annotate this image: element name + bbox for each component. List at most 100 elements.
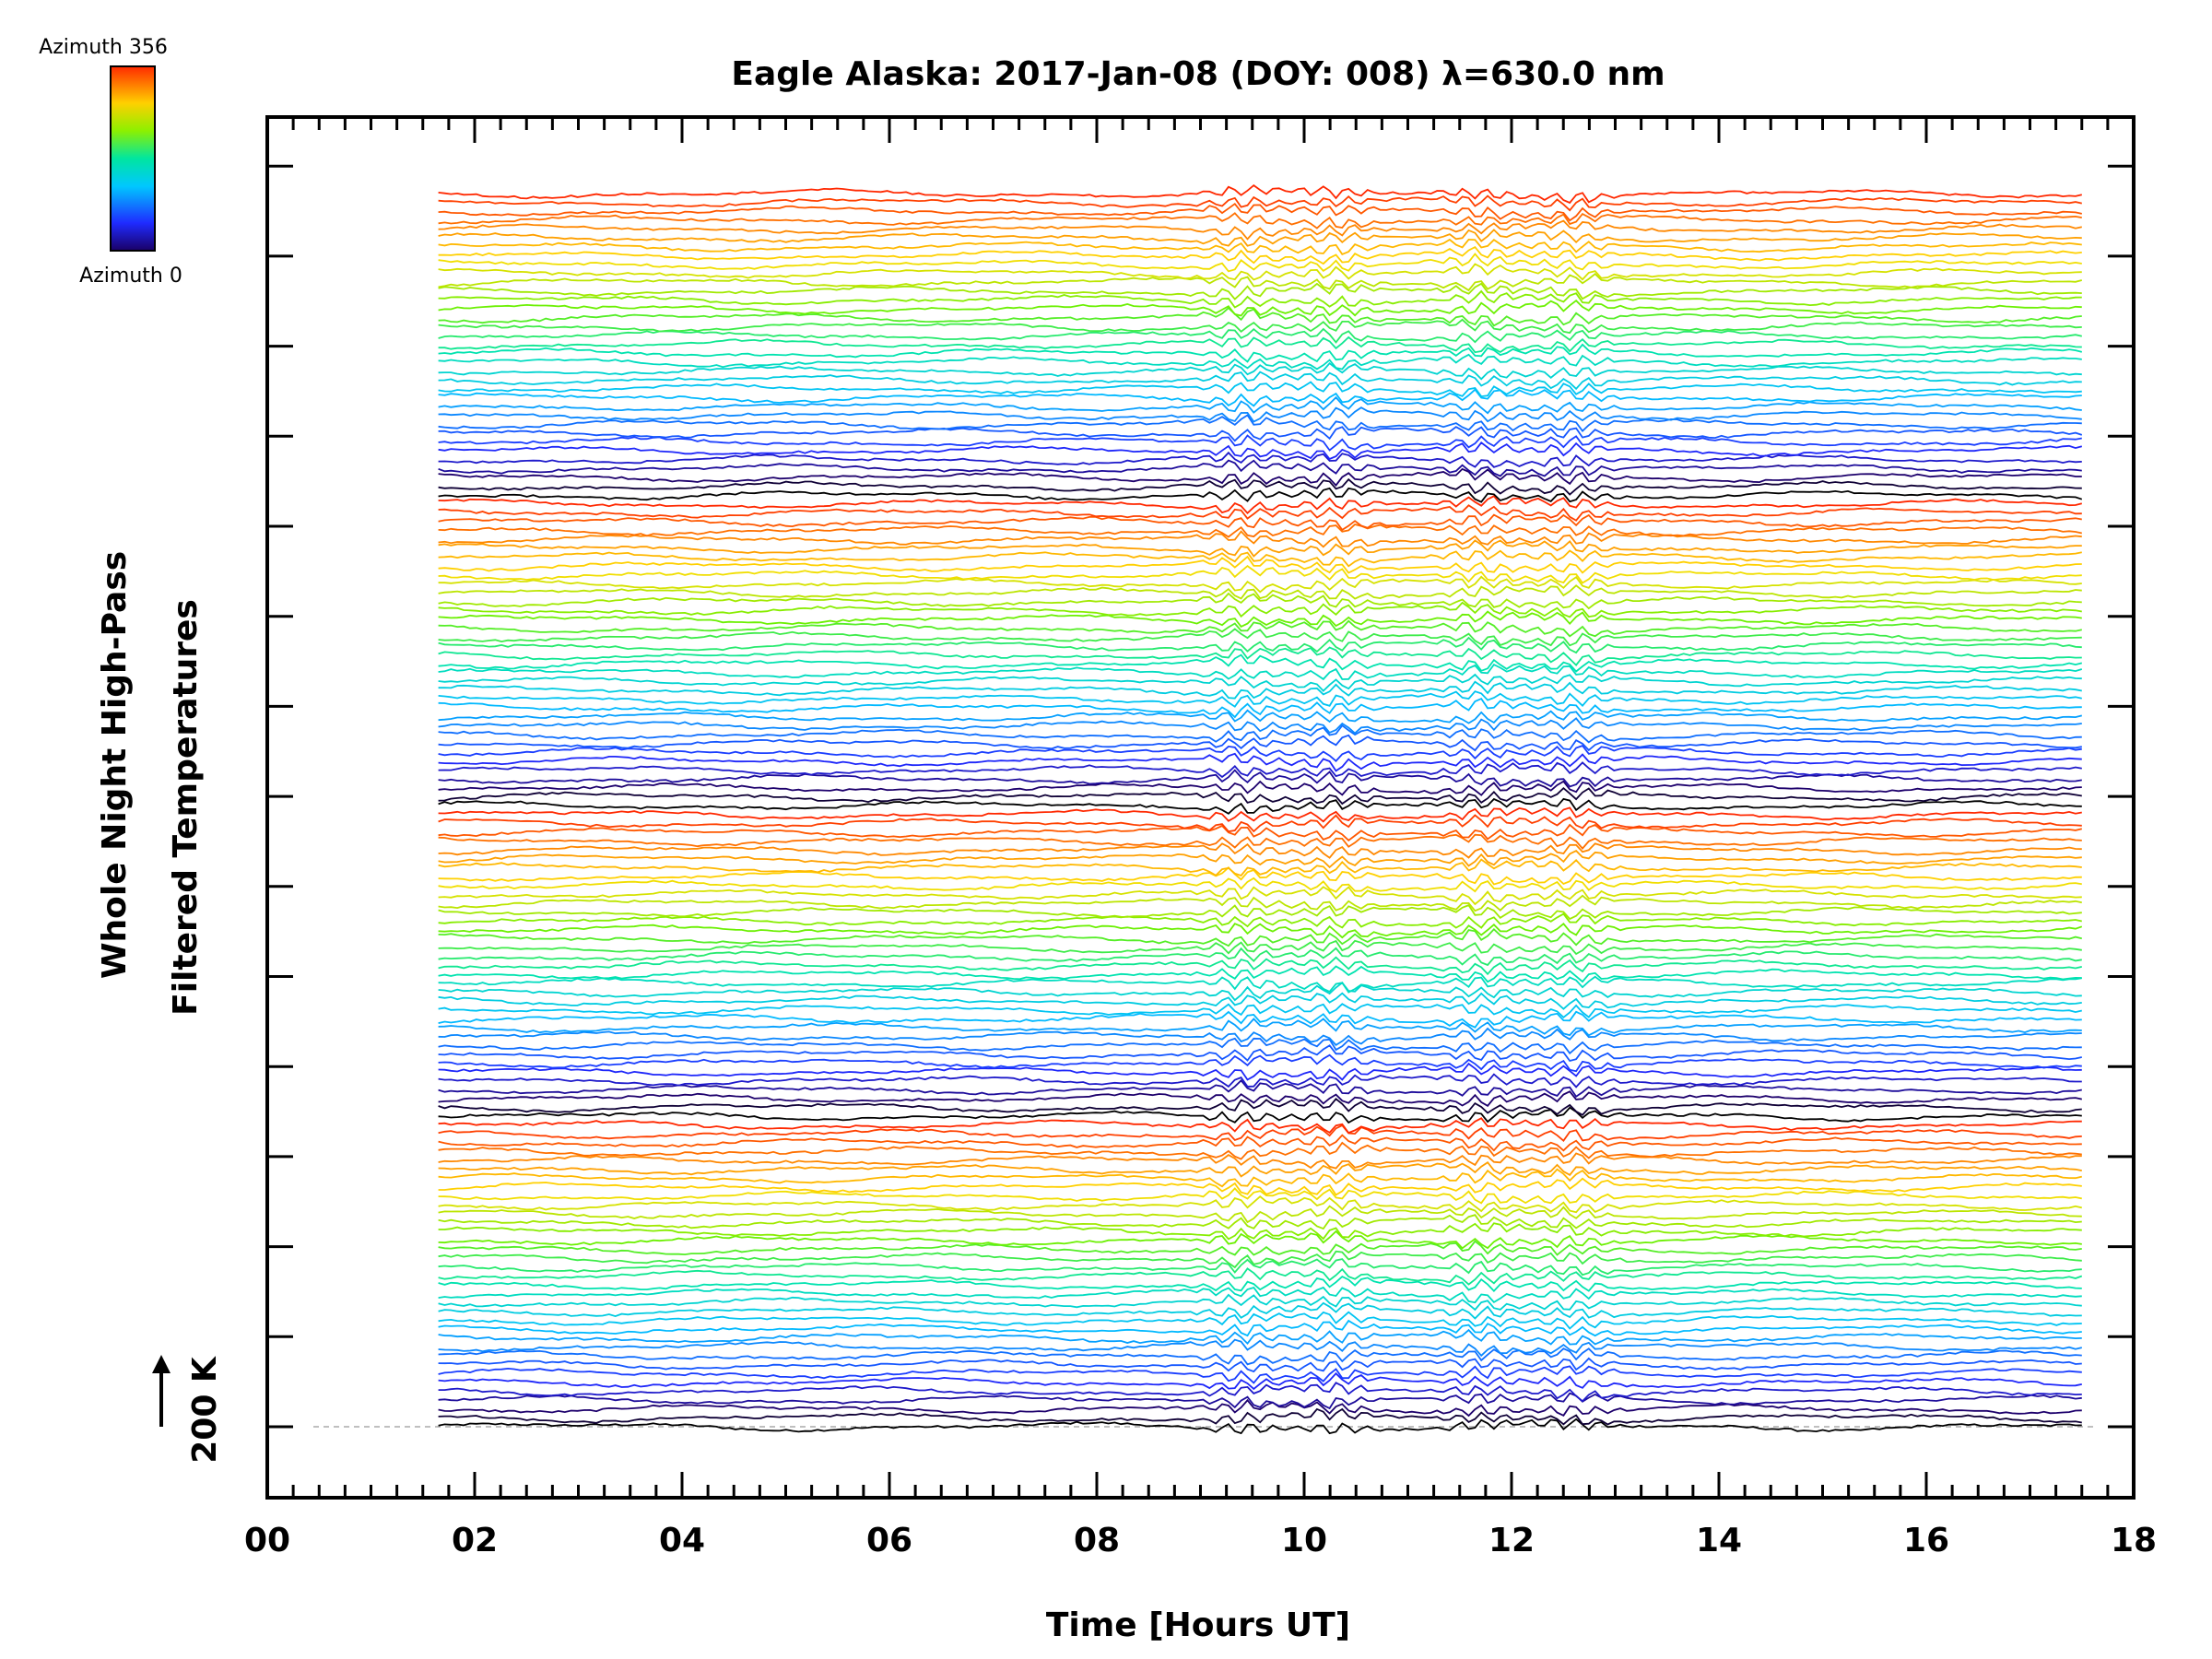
series-line	[438, 903, 2082, 921]
series-line	[438, 459, 2082, 477]
series-line	[438, 289, 2082, 309]
series-line	[438, 1230, 2082, 1250]
series-line	[438, 530, 2082, 548]
x-tick-label: 18	[2111, 1522, 2157, 1559]
x-tick-labels: 00 02 04 06 08 10 12 14 16 18	[244, 1522, 2157, 1559]
series-line	[438, 894, 2082, 912]
series-line	[438, 353, 2082, 371]
series-line	[438, 1195, 2083, 1214]
series-line	[438, 1371, 2082, 1391]
series-line	[438, 806, 2082, 823]
series-line	[438, 786, 2082, 806]
series-line	[438, 426, 2083, 442]
series-line	[438, 1357, 2082, 1373]
series-line	[438, 327, 2082, 344]
series-line	[438, 1258, 2082, 1277]
series-line	[438, 441, 2083, 461]
series-line	[438, 780, 2082, 796]
series-line	[438, 850, 2082, 869]
series-line	[438, 406, 2082, 423]
series-line	[438, 1062, 2082, 1081]
series-line	[438, 238, 2082, 256]
series-line	[438, 282, 2082, 300]
x-tick-label: 04	[659, 1522, 705, 1559]
x-axis-label: Time [Hours UT]	[1046, 1606, 1350, 1644]
y-axis-label-line2: Filtered Temperatures	[167, 599, 205, 1016]
series-line	[438, 912, 2082, 929]
series-line	[438, 1392, 2082, 1410]
series-line	[438, 1267, 2083, 1286]
series-line	[438, 395, 2082, 415]
series-group	[438, 183, 2083, 1435]
series-line	[438, 335, 2082, 354]
series-line	[438, 680, 2082, 700]
series-line	[438, 1124, 2082, 1143]
chart-title: Eagle Alaska: 2017-Jan-08 (DOY: 008) λ=6…	[731, 55, 1665, 93]
series-line	[438, 1407, 2082, 1426]
colorbar-top-label: Azimuth 356	[39, 36, 168, 59]
series-line	[438, 253, 2082, 273]
scale-bar-arrowhead	[152, 1355, 171, 1373]
series-line	[438, 1222, 2082, 1241]
series-line	[438, 975, 2082, 994]
series-line	[438, 1250, 2082, 1269]
series-line	[438, 219, 2082, 241]
x-tick-label: 16	[1903, 1522, 1949, 1559]
series-line	[438, 1286, 2082, 1304]
series-line	[438, 1106, 2082, 1124]
series-line	[438, 1168, 2083, 1188]
series-line	[438, 504, 2082, 522]
series-line	[438, 495, 2083, 514]
series-line	[438, 1073, 2082, 1088]
series-line	[438, 653, 2083, 673]
series-line	[438, 1240, 2082, 1256]
series-line	[438, 1053, 2082, 1073]
series-line	[438, 1347, 2082, 1366]
series-line	[438, 361, 2082, 381]
series-line	[438, 814, 2082, 833]
series-line	[438, 619, 2082, 638]
series-line	[438, 1027, 2082, 1047]
series-line	[438, 371, 2082, 391]
series-line	[438, 1037, 2082, 1055]
series-line	[438, 1152, 2082, 1170]
series-line	[438, 539, 2082, 558]
series-line	[438, 273, 2083, 292]
x-tick-label: 00	[244, 1522, 290, 1559]
series-line	[438, 833, 2082, 850]
y-axis-label-line1: Whole Night High-Pass	[96, 551, 134, 979]
series-line	[438, 194, 2082, 212]
series-line	[438, 1418, 2082, 1435]
series-line	[438, 318, 2082, 335]
series-line	[438, 761, 2082, 779]
series-line	[438, 663, 2083, 681]
series-line	[438, 697, 2082, 719]
series-line	[438, 592, 2082, 610]
series-line	[438, 956, 2083, 976]
series-line	[438, 939, 2082, 956]
series-line	[438, 745, 2082, 762]
series-line	[438, 1160, 2082, 1178]
series-line	[438, 451, 2082, 468]
series-line	[438, 877, 2082, 893]
series-line	[438, 1134, 2082, 1152]
series-line	[438, 1018, 2082, 1037]
series-line	[438, 1117, 2082, 1135]
series-line	[438, 886, 2082, 906]
series-line	[438, 1301, 2082, 1320]
x-tick-label: 14	[1696, 1522, 1742, 1559]
series-line	[438, 1338, 2083, 1358]
series-line	[438, 717, 2082, 735]
series-line	[438, 555, 2082, 574]
x-tick-label: 08	[1074, 1522, 1120, 1559]
series-line	[438, 183, 2083, 205]
series-line	[438, 564, 2082, 584]
series-line	[438, 628, 2082, 647]
series-line	[438, 1141, 2082, 1160]
series-line	[438, 477, 2082, 496]
series-line	[438, 212, 2082, 229]
series-line	[438, 797, 2082, 815]
x-tick-label: 02	[452, 1522, 498, 1559]
series-line	[438, 388, 2082, 407]
series-line	[438, 1187, 2082, 1205]
